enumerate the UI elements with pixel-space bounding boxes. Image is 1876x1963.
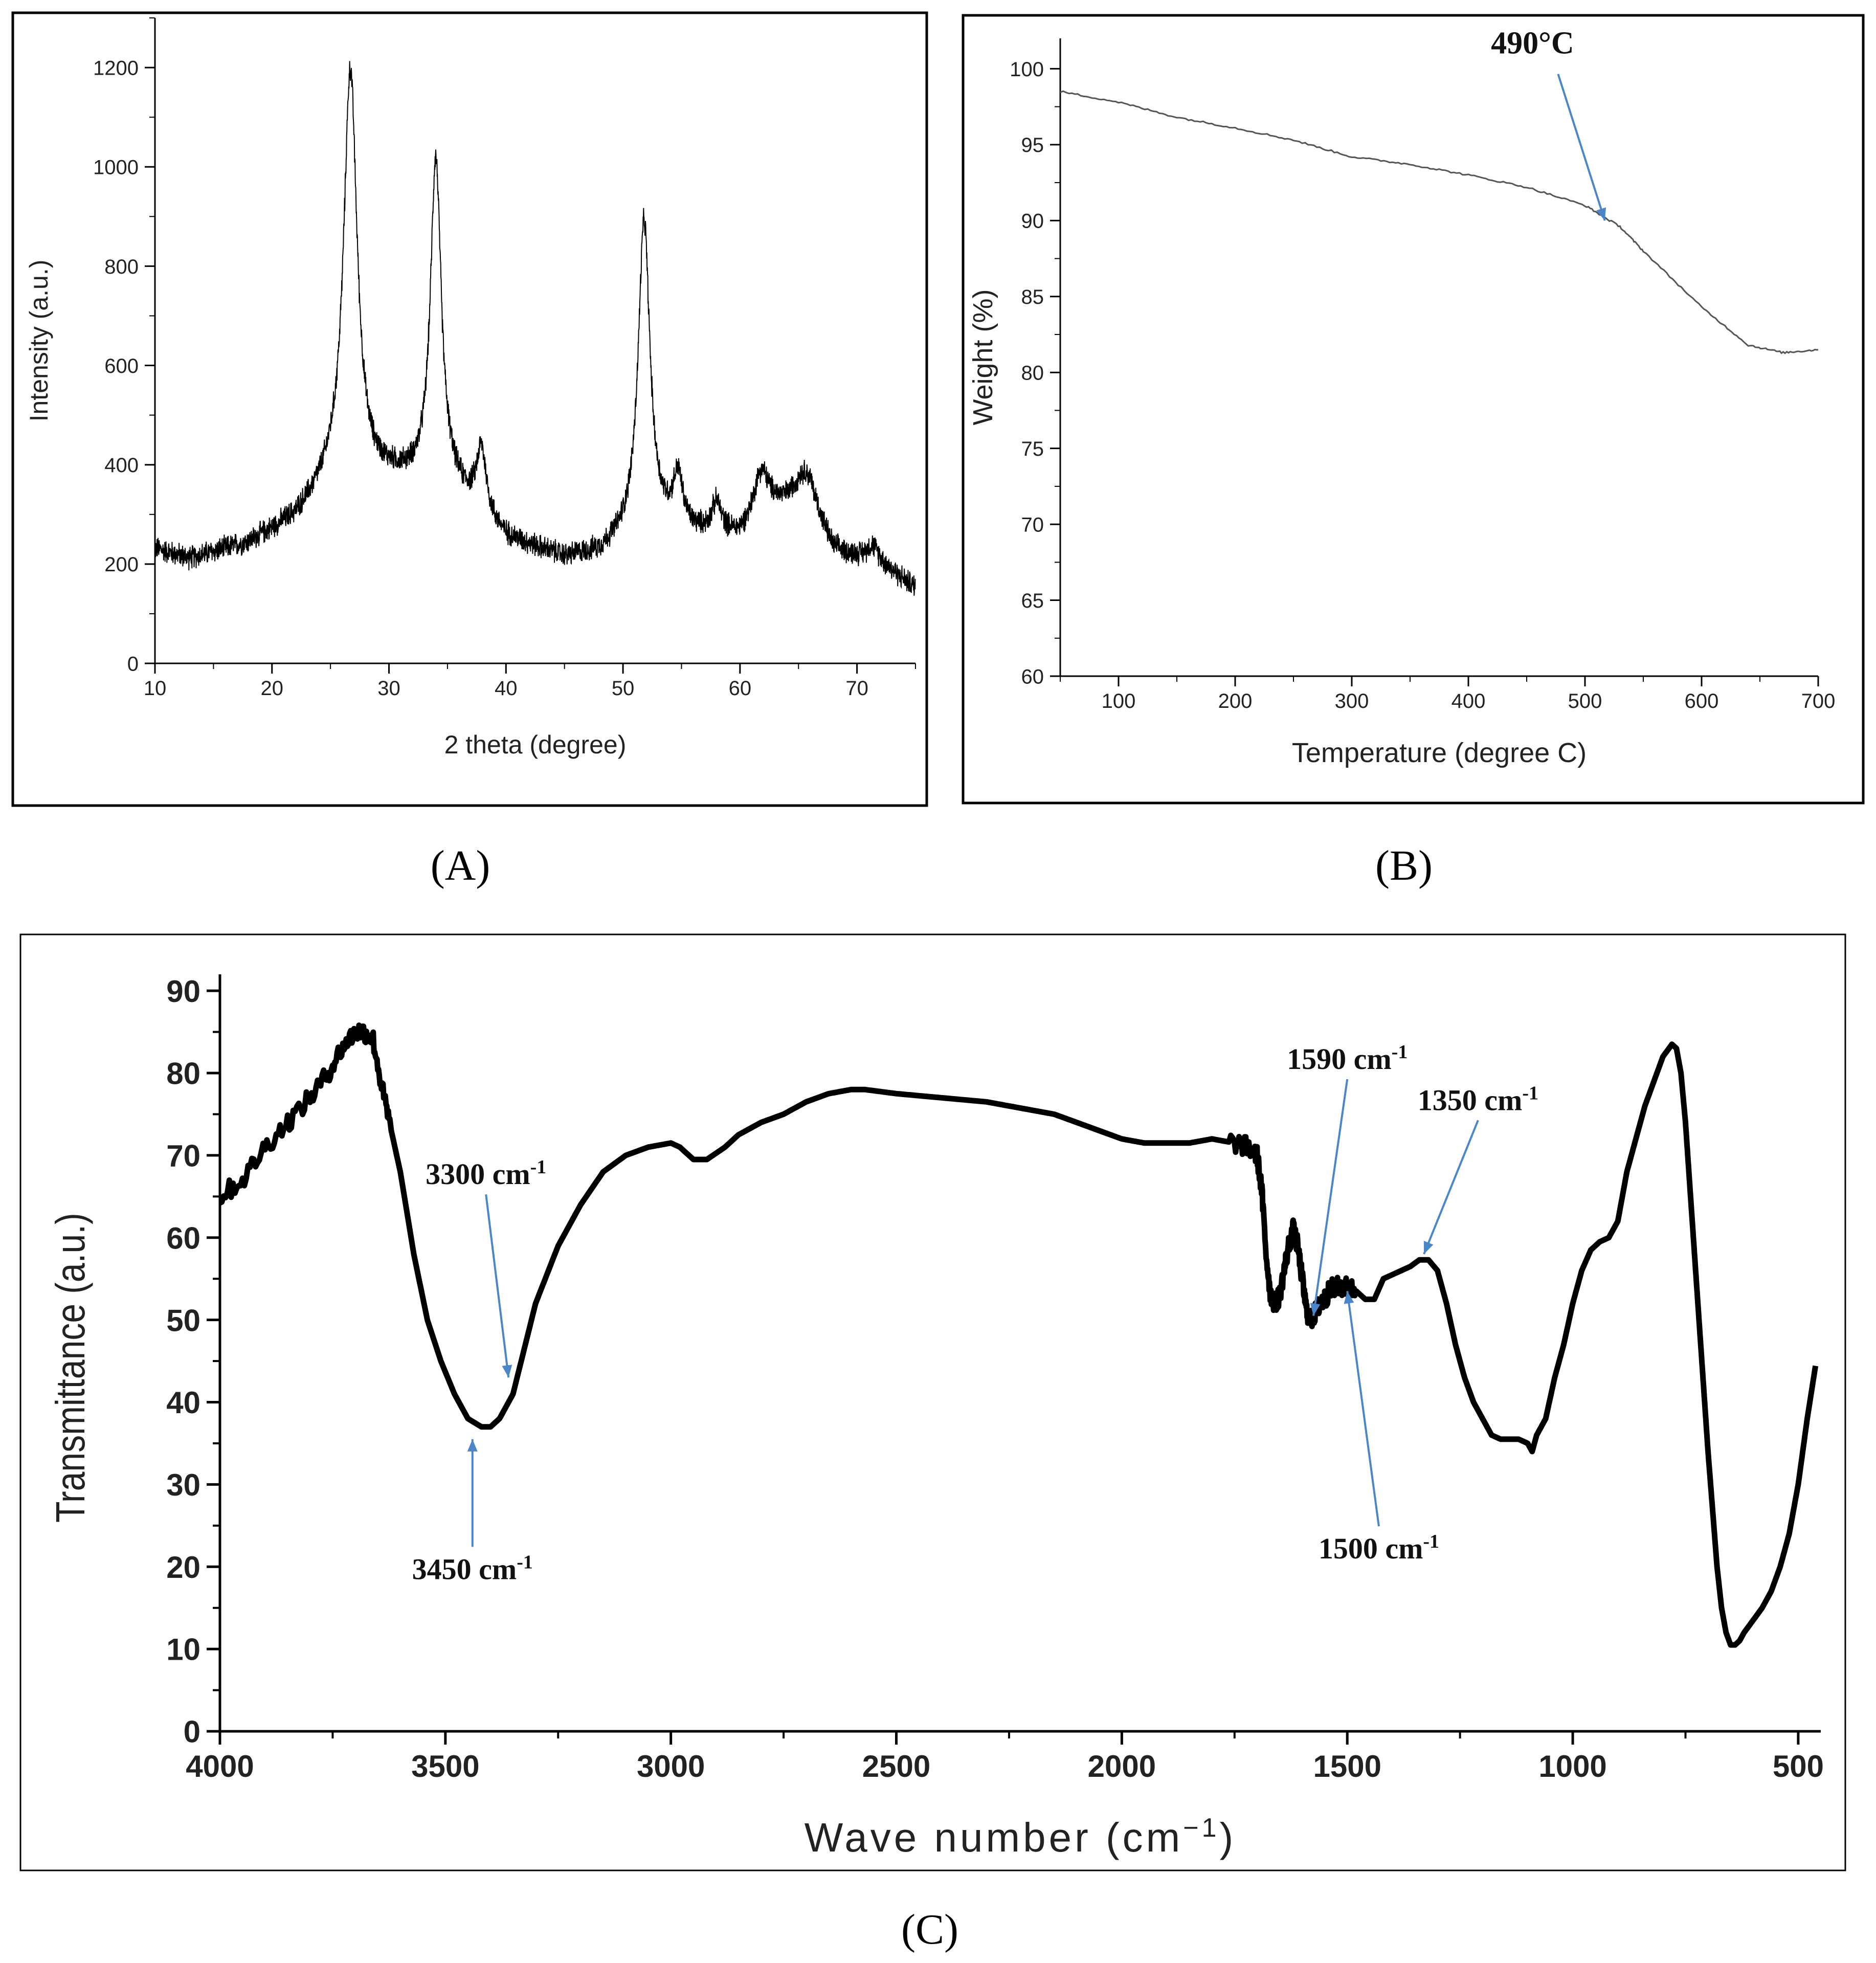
annotation-arrow-shaft bbox=[485, 1194, 510, 1378]
panel-label-c: (C) bbox=[901, 1906, 958, 1953]
y-tick-label: 0 bbox=[127, 653, 139, 675]
y-tick-label: 0 bbox=[184, 1715, 200, 1749]
x-tick-label: 500 bbox=[1773, 1749, 1824, 1783]
y-tick-label: 80 bbox=[1021, 362, 1044, 385]
y-axis-label: Intensity (a.u.) bbox=[25, 260, 53, 422]
x-tick-label: 100 bbox=[1102, 690, 1136, 712]
annotation-label: 3450 cm-1 bbox=[412, 1551, 533, 1586]
annotation-arrow-head bbox=[1423, 1240, 1434, 1254]
annotation-arrow-head bbox=[502, 1365, 512, 1378]
y-tick-label: 200 bbox=[104, 553, 139, 576]
annotation-label: 490°C bbox=[1491, 26, 1574, 61]
y-tick-label: 1200 bbox=[93, 57, 139, 79]
y-axis-label: Weight (%) bbox=[968, 289, 998, 425]
x-tick-label: 2000 bbox=[1088, 1749, 1156, 1783]
panel-label-b: (B) bbox=[1375, 842, 1433, 889]
annotation-label: 1590 cm-1 bbox=[1287, 1041, 1408, 1076]
y-tick-label: 100 bbox=[1010, 58, 1044, 81]
y-tick-label: 800 bbox=[104, 256, 139, 278]
y-tick-label: 30 bbox=[166, 1468, 200, 1502]
annotation-arrow-head bbox=[1310, 1303, 1321, 1316]
x-tick-label: 1000 bbox=[1538, 1749, 1606, 1783]
annotation-label: 1500 cm-1 bbox=[1319, 1531, 1439, 1565]
x-tick-label: 400 bbox=[1451, 690, 1486, 712]
x-tick-label: 300 bbox=[1335, 690, 1369, 712]
x-tick-label: 200 bbox=[1218, 690, 1253, 712]
tga-chart: 100 200 300 400 500 600 700 60 65 70 75 80 85 90 95 100… bbox=[968, 26, 1835, 768]
y-tick-label: 40 bbox=[166, 1386, 200, 1420]
x-tick-label: 10 bbox=[144, 677, 167, 700]
x-tick-label: 40 bbox=[495, 677, 518, 700]
x-tick-label: 2500 bbox=[862, 1749, 930, 1783]
x-axis-label: Temperature (degree C) bbox=[1292, 738, 1587, 768]
annotation-arrow-head bbox=[1596, 207, 1606, 221]
xrd-chart: 10 20 30 40 50 60 70 0 200 400 600 800 1000 1200 2 the… bbox=[25, 17, 916, 759]
x-tick-label: 70 bbox=[845, 677, 868, 700]
x-axis-label: Wave number (cm−1) bbox=[805, 1813, 1236, 1860]
y-tick-label: 600 bbox=[104, 355, 139, 377]
annotation-arrow-shaft bbox=[1312, 1079, 1349, 1316]
panel-b-frame bbox=[962, 14, 1865, 805]
x-tick-label: 60 bbox=[729, 677, 752, 700]
panel-label-a: (A) bbox=[431, 842, 490, 889]
y-tick-label: 20 bbox=[166, 1550, 200, 1585]
x-tick-label: 30 bbox=[377, 677, 400, 700]
annotation-arrow-shaft bbox=[1346, 1291, 1380, 1527]
y-tick-label: 10 bbox=[166, 1633, 200, 1667]
y-tick-label: 90 bbox=[1021, 210, 1044, 233]
panel-c-frame bbox=[19, 933, 1846, 1871]
y-tick-label: 80 bbox=[166, 1057, 200, 1091]
panel-a-frame bbox=[11, 11, 928, 807]
x-tick-label: 3000 bbox=[637, 1749, 705, 1783]
y-tick-label: 70 bbox=[1021, 514, 1044, 536]
y-tick-label: 90 bbox=[166, 974, 200, 1009]
x-tick-label: 600 bbox=[1685, 690, 1719, 712]
x-tick-label: 500 bbox=[1568, 690, 1602, 712]
y-tick-label: 70 bbox=[166, 1139, 200, 1173]
annotation-label: 3300 cm-1 bbox=[426, 1156, 546, 1191]
annotation-arrow-shaft bbox=[1423, 1120, 1479, 1255]
y-tick-label: 65 bbox=[1021, 590, 1044, 612]
y-tick-label: 60 bbox=[166, 1221, 200, 1255]
annotation-arrow-shaft bbox=[1557, 74, 1606, 221]
y-tick-label: 75 bbox=[1021, 438, 1044, 460]
y-tick-label: 95 bbox=[1021, 134, 1044, 157]
annotation-label: 1350 cm-1 bbox=[1418, 1082, 1538, 1117]
annotation-arrow-head bbox=[1344, 1291, 1354, 1304]
x-tick-label: 50 bbox=[612, 677, 635, 700]
y-tick-label: 60 bbox=[1021, 665, 1044, 688]
y-tick-label: 50 bbox=[166, 1303, 200, 1337]
y-tick-label: 400 bbox=[104, 454, 139, 477]
ftir-series-line bbox=[218, 1022, 1819, 1648]
x-axis-label: 2 theta (degree) bbox=[444, 730, 627, 759]
x-tick-label: 4000 bbox=[186, 1749, 254, 1783]
x-tick-label: 1500 bbox=[1313, 1749, 1381, 1783]
y-tick-label: 85 bbox=[1021, 286, 1044, 308]
ftir-chart: 4000 3500 3000 2500 2000 1500 1000 500 0 10 20 30 40… bbox=[48, 974, 1824, 1860]
x-tick-label: 20 bbox=[261, 677, 284, 700]
x-tick-label: 3500 bbox=[411, 1749, 479, 1783]
xrd-series-line bbox=[154, 61, 916, 596]
annotation-arrow-head bbox=[467, 1439, 478, 1452]
y-axis-label: Transmittance (a.u.) bbox=[48, 1213, 93, 1523]
y-tick-label: 1000 bbox=[93, 157, 139, 179]
x-tick-label: 700 bbox=[1801, 690, 1836, 712]
tga-series-line bbox=[1060, 90, 1819, 354]
